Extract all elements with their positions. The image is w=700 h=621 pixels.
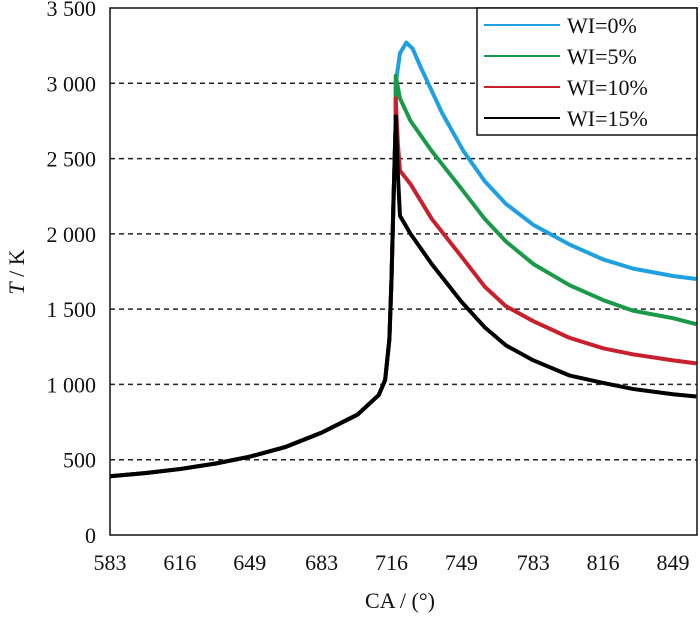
y-tick-label: 1 500: [47, 297, 97, 322]
legend-label: WI=15%: [567, 106, 648, 131]
x-tick-label: 683: [305, 550, 338, 575]
x-tick-label: 816: [587, 550, 620, 575]
y-tick-label: 1 000: [47, 372, 97, 397]
y-tick-label: 2 500: [47, 147, 97, 172]
y-tick-label: 2 000: [47, 222, 97, 247]
y-axis-label-symbol: T: [4, 281, 29, 295]
legend-label: WI=0%: [567, 13, 637, 38]
series-line-2: [109, 96, 697, 479]
x-tick-label: 616: [163, 550, 196, 575]
plot-frame: [109, 7, 698, 536]
x-tick-label: 583: [94, 550, 127, 575]
y-axis-label-unit: / K: [4, 249, 29, 282]
legend-box: [476, 7, 698, 136]
y-tick-label: 0: [85, 523, 96, 548]
x-axis-label: CA / (°): [365, 588, 435, 613]
series-line-1: [109, 73, 697, 479]
y-tick-label: 500: [63, 448, 96, 473]
x-tick-label: 783: [517, 550, 550, 575]
series-line-3: [109, 114, 697, 479]
x-tick-label: 749: [445, 550, 478, 575]
x-tick-label: 849: [657, 550, 690, 575]
y-tick-label: 3 000: [47, 71, 97, 96]
y-axis-label: T / K: [4, 249, 29, 294]
x-tick-label: 649: [233, 550, 266, 575]
legend-label: WI=5%: [567, 44, 637, 69]
legend-label: WI=10%: [567, 75, 648, 100]
x-tick-label: 716: [375, 550, 408, 575]
y-tick-label: 3 500: [47, 0, 97, 21]
